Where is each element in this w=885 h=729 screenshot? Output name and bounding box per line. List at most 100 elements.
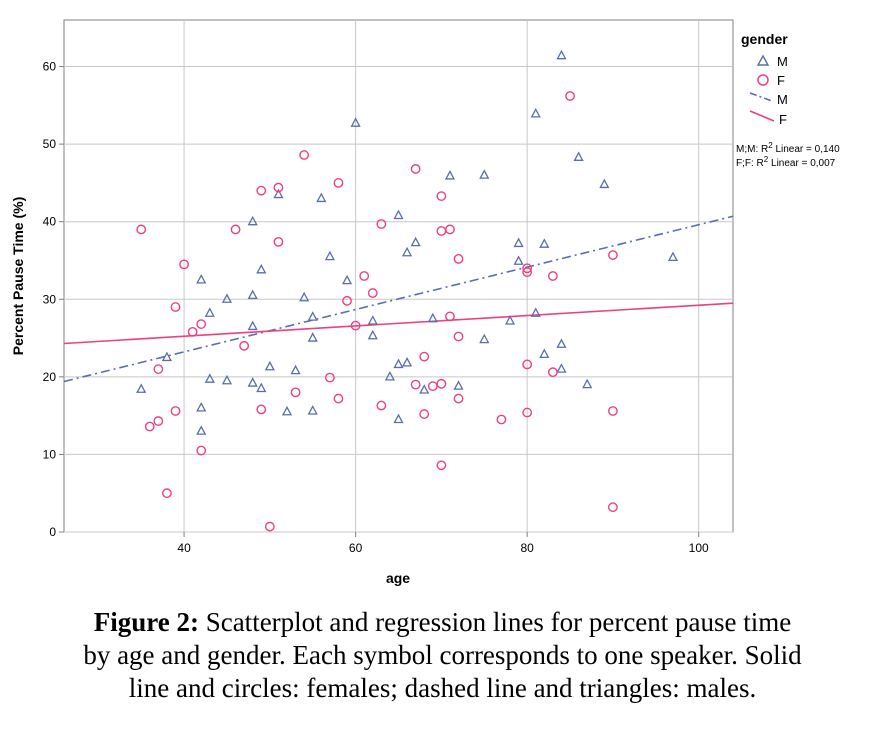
solid-line-icon: [749, 110, 775, 122]
point-f-circle: [547, 367, 558, 378]
legend-title: gender: [741, 31, 788, 47]
point-m-triangle: [136, 383, 147, 393]
caption-label: Figure 2:: [93, 607, 199, 637]
point-f-circle: [230, 224, 241, 235]
x-axis-label: age: [386, 570, 410, 586]
point-f-circle: [436, 460, 447, 471]
point-f-circle: [256, 404, 267, 415]
point-f-circle: [436, 378, 447, 389]
point-f-circle: [522, 263, 533, 274]
point-m-triangle: [196, 401, 207, 412]
dashdot-line-icon: [749, 92, 773, 102]
point-m-triangle: [367, 315, 378, 325]
fit-note-f-suffix: Linear = 0,007: [768, 158, 835, 169]
fit-note-f: F;F: R2 Linear = 0,007: [736, 155, 836, 169]
point-f-circle: [522, 267, 533, 278]
y-tick-label: 0: [49, 525, 56, 539]
point-m-triangle: [307, 332, 318, 342]
regression-line-f: [63, 302, 734, 345]
scatter-figure: 40 60 80 100 0 10 20 30 40 50 60 age Percent Paus…: [10, 19, 840, 586]
point-f-circle: [350, 320, 361, 331]
caption-text-1: Scatterplot and regression lines for per…: [198, 607, 792, 637]
point-m-triangle: [204, 307, 215, 317]
point-f-circle: [153, 416, 164, 426]
y-tick-label: 60: [43, 60, 57, 74]
point-f-circle: [608, 406, 618, 416]
regression-line-m: [63, 215, 734, 383]
point-m-triangle: [556, 338, 567, 348]
regression-lines: [63, 215, 734, 383]
point-m-triangle: [341, 274, 353, 285]
legend-label-m-line: M: [777, 92, 788, 107]
point-m-triangle: [247, 320, 258, 331]
point-f-circle: [376, 219, 387, 229]
figure-caption: Figure 2: Scatterplot and regression lin…: [0, 606, 885, 705]
point-m-triangle: [350, 117, 361, 127]
fit-note-f-sup: 2: [764, 155, 769, 164]
point-f-circle: [419, 409, 430, 419]
point-f-circle: [359, 271, 370, 281]
point-f-circle: [239, 340, 250, 351]
point-m-triangle: [539, 238, 550, 248]
point-m-triangle: [393, 413, 404, 424]
point-f-circle: [144, 421, 155, 432]
point-f-circle: [333, 178, 344, 188]
x-tick-label: 80: [520, 541, 534, 555]
point-f-circle: [187, 326, 198, 337]
point-m-triangle: [513, 255, 524, 265]
point-f-circle: [196, 445, 207, 456]
y-tick-label: 10: [43, 447, 57, 461]
point-f-circle: [522, 407, 533, 418]
point-m-triangle: [290, 364, 301, 375]
point-f-circle: [153, 364, 164, 374]
point-m-triangle: [453, 380, 464, 390]
point-m-triangle: [419, 384, 430, 394]
point-m-triangle: [393, 209, 404, 220]
caption-line-1: Figure 2: Scatterplot and regression lin…: [0, 606, 885, 639]
fit-note-f-prefix: F;F: R: [736, 158, 764, 169]
point-f-circle: [547, 271, 558, 281]
point-m-triangle: [393, 358, 404, 369]
legend-item-m-marker: M: [756, 54, 788, 69]
point-m-triangle: [281, 405, 293, 416]
point-f-circle: [453, 331, 464, 342]
point-f-circle: [196, 319, 207, 329]
point-f-circle: [136, 224, 147, 235]
x-tick-label: 60: [349, 541, 363, 555]
point-f-circle: [170, 302, 181, 312]
point-f-circle: [608, 502, 618, 513]
point-m-triangle: [256, 382, 267, 393]
x-tick-label: 100: [689, 541, 709, 555]
point-f-circle: [445, 311, 455, 322]
point-f-circle: [290, 387, 301, 398]
point-m-triangle: [299, 291, 310, 302]
point-f-circle: [273, 182, 284, 193]
point-m-triangle: [324, 250, 335, 261]
point-f-circle: [410, 164, 421, 174]
point-m-triangle: [513, 237, 524, 248]
point-m-triangle: [307, 311, 318, 321]
y-axis-label: Percent Pause Time (%): [10, 197, 26, 355]
data-points: [136, 49, 679, 532]
point-m-triangle: [599, 178, 610, 189]
point-f-circle: [410, 379, 421, 390]
point-f-circle: [367, 288, 378, 298]
point-m-triangle: [247, 377, 258, 387]
legend-label-f-line: F: [779, 112, 787, 127]
point-f-circle: [342, 295, 352, 306]
y-tick-label: 20: [43, 370, 57, 384]
point-m-triangle: [556, 49, 567, 60]
point-m-triangle: [196, 425, 207, 435]
fit-note-m-prefix: M;M: R: [736, 144, 768, 155]
point-f-circle: [170, 406, 181, 416]
point-f-circle: [522, 359, 533, 370]
point-m-triangle: [204, 373, 215, 383]
point-f-circle: [427, 381, 438, 392]
point-m-triangle: [556, 363, 567, 373]
circle-icon: [757, 74, 769, 86]
y-axis-ticks: 0 10 20 30 40 50 60: [43, 60, 64, 539]
point-f-circle: [162, 488, 172, 499]
legend-item-f-marker: F: [757, 73, 785, 88]
legend-item-m-line: M: [749, 92, 788, 107]
point-m-triangle: [530, 307, 541, 317]
